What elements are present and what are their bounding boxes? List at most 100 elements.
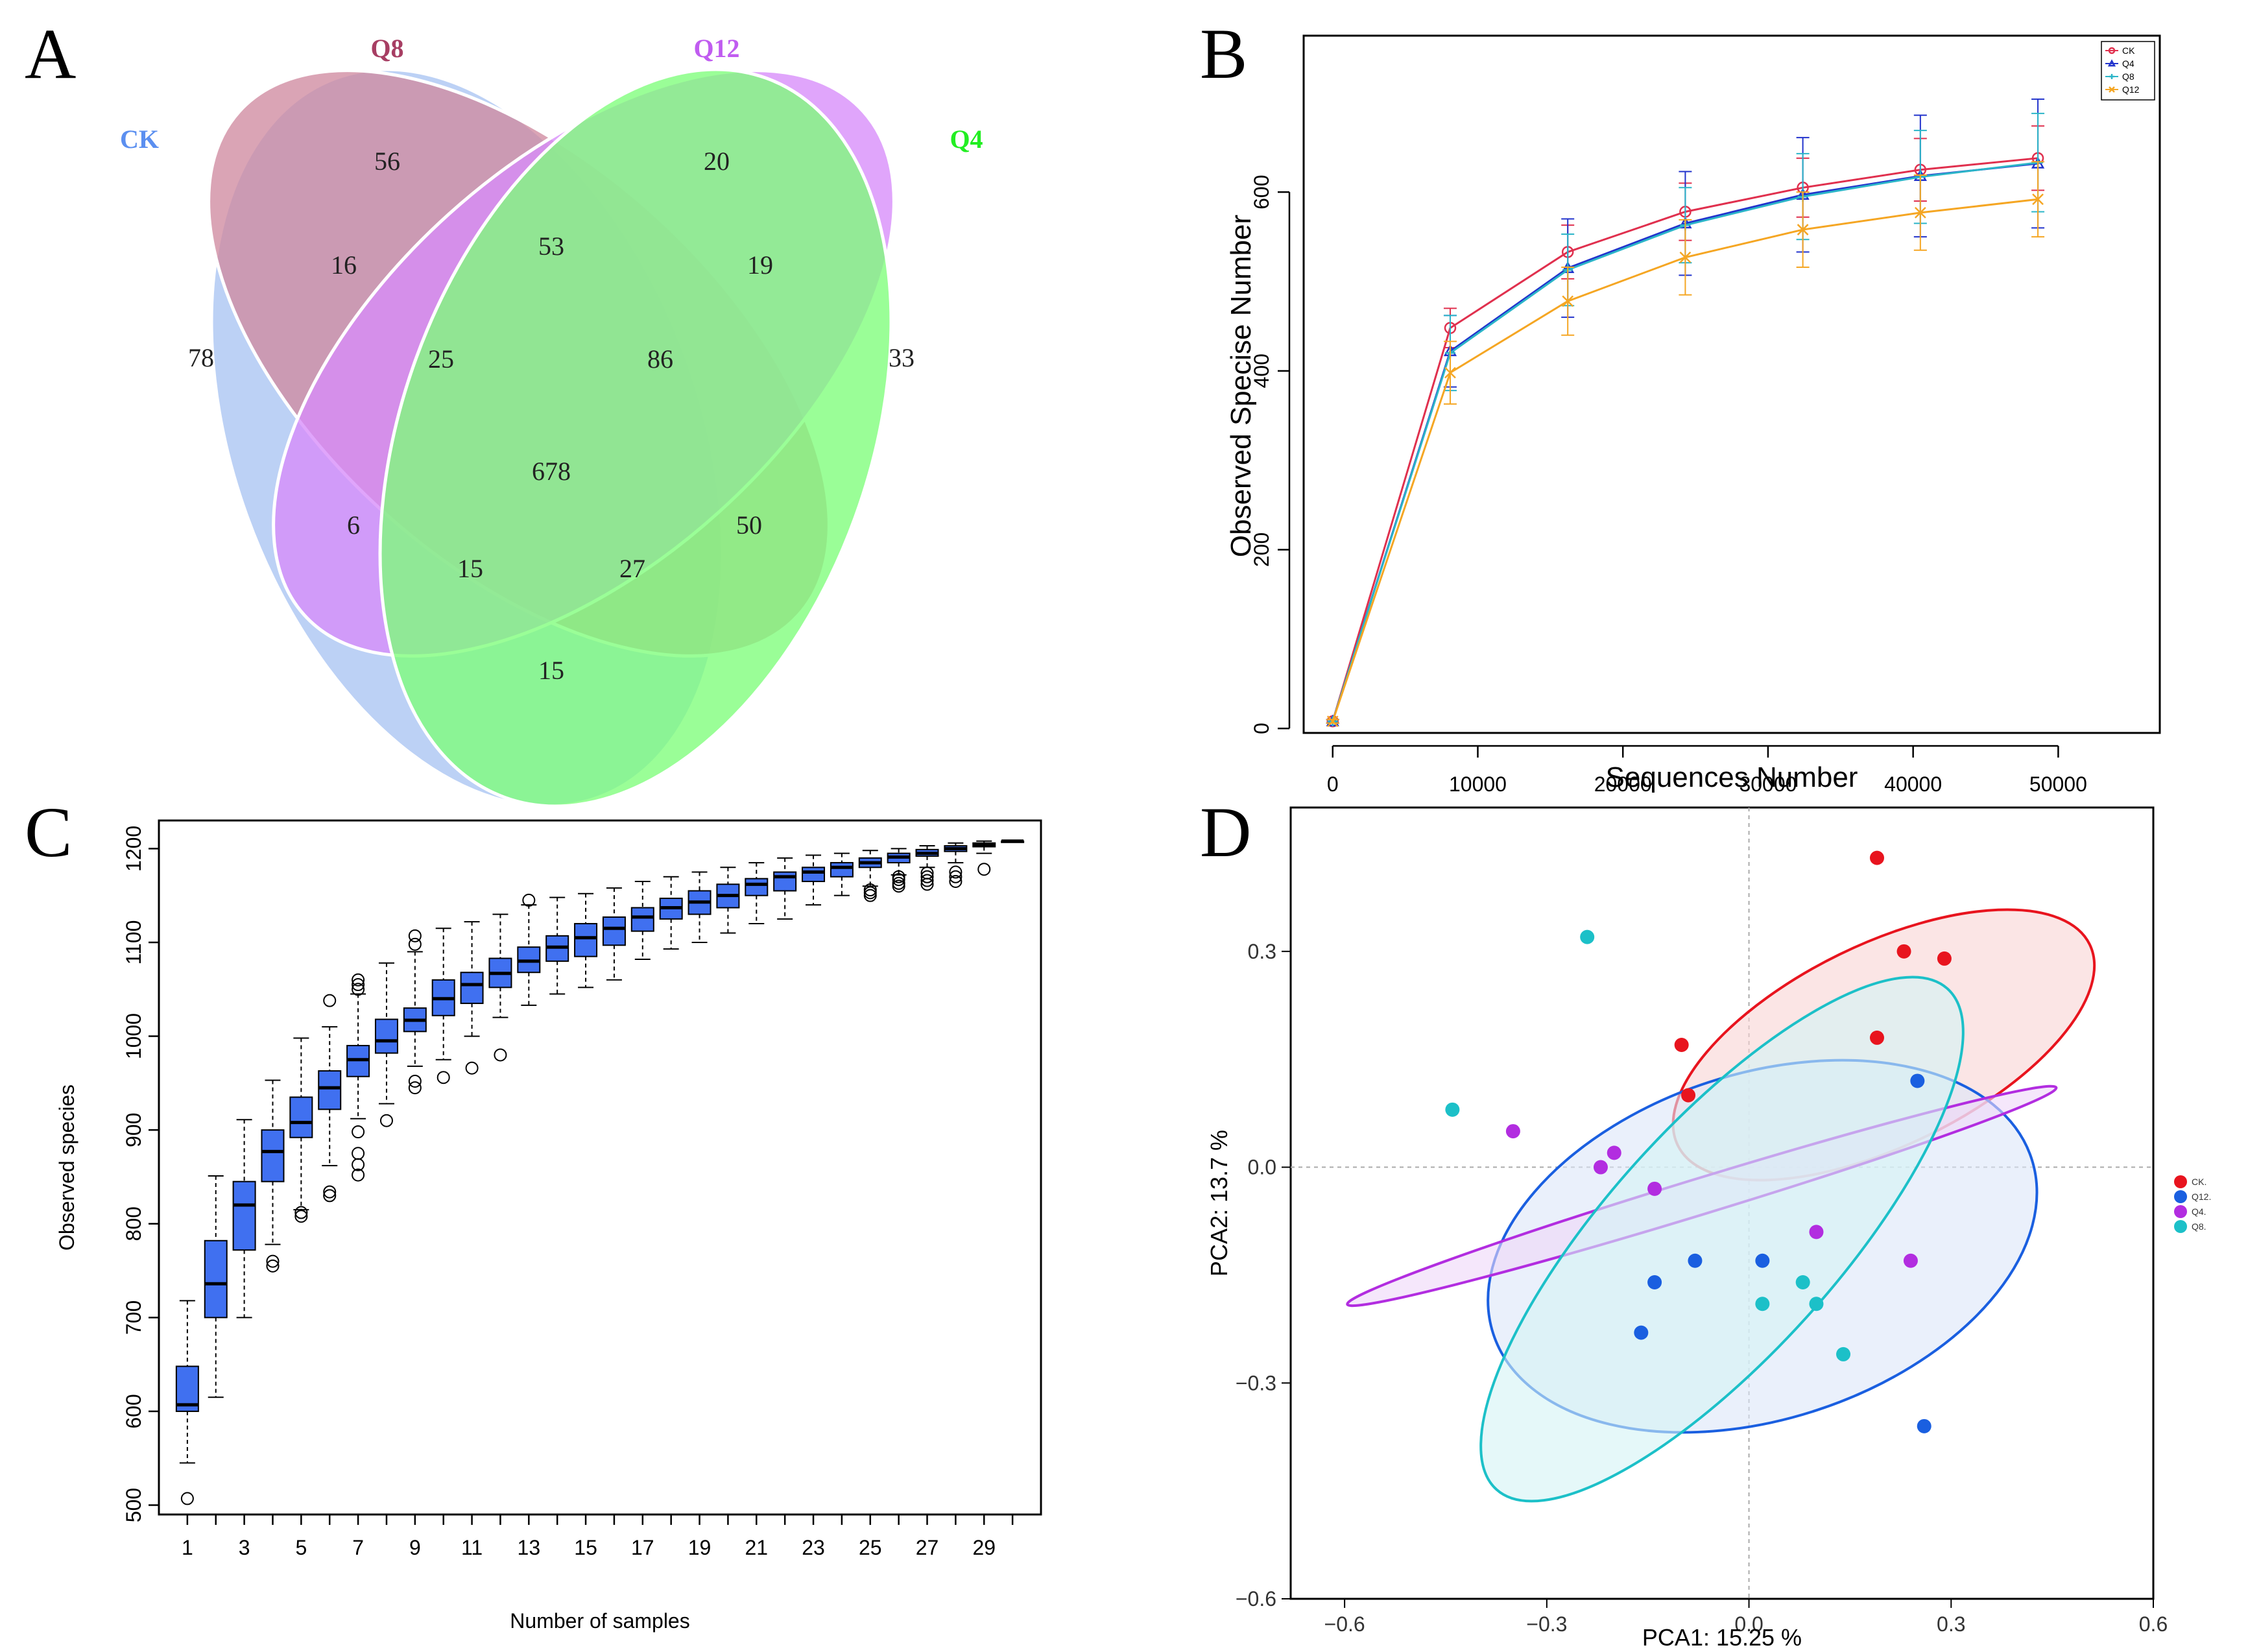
outlier-point bbox=[352, 1168, 365, 1182]
box bbox=[289, 1096, 313, 1138]
x-tick-label: 9 bbox=[409, 1536, 421, 1559]
outlier-point bbox=[408, 929, 422, 942]
data-point bbox=[1679, 251, 1692, 263]
x-tick-label: 25 bbox=[859, 1536, 882, 1559]
outlier-point bbox=[379, 1114, 393, 1127]
y-tick-label: −0.3 bbox=[1236, 1371, 1276, 1395]
x-tick-label: 5 bbox=[295, 1536, 307, 1559]
outlier-point bbox=[522, 893, 536, 907]
outlier-point bbox=[352, 983, 365, 996]
box-sample-6 bbox=[318, 994, 342, 1203]
point-q12 bbox=[1647, 1275, 1662, 1289]
box bbox=[630, 907, 654, 932]
x-tick-label: −0.3 bbox=[1526, 1612, 1567, 1636]
x-tick-label: 13 bbox=[518, 1536, 541, 1559]
point-q12 bbox=[1917, 1419, 1931, 1433]
outlier-point bbox=[352, 1125, 365, 1139]
box bbox=[261, 1129, 285, 1182]
y-tick-label: 900 bbox=[122, 1112, 145, 1147]
outlier-point bbox=[408, 1081, 422, 1095]
box-sample-11 bbox=[460, 921, 484, 1075]
box-sample-17 bbox=[630, 880, 654, 960]
outlier-point bbox=[949, 865, 963, 879]
legend-label-ck: CK bbox=[2122, 45, 2135, 56]
series-q12 bbox=[1326, 161, 2045, 727]
box-sample-2 bbox=[204, 1175, 228, 1398]
outlier-point bbox=[323, 994, 337, 1007]
box-sample-25 bbox=[858, 850, 882, 902]
x-tick-label: −0.6 bbox=[1324, 1612, 1365, 1636]
y-tick-label: 0.0 bbox=[1248, 1156, 1276, 1179]
point-ck bbox=[1674, 1038, 1689, 1052]
y-tick-label: 700 bbox=[122, 1300, 145, 1335]
data-point bbox=[2109, 74, 2114, 79]
y-axis-title: Observed species bbox=[55, 1084, 78, 1251]
venn-region-count-ck-q8-q4: 27 bbox=[619, 554, 645, 583]
plot-frame bbox=[158, 819, 1042, 1516]
point-q4 bbox=[1647, 1181, 1662, 1196]
x-tick-label: 17 bbox=[631, 1536, 654, 1559]
venn-region-count-ck-q12: 6 bbox=[347, 510, 360, 540]
venn-region-count-q4: 33 bbox=[889, 343, 915, 372]
outlier-point bbox=[892, 876, 905, 890]
venn-region-count-q8-q4: 50 bbox=[736, 510, 762, 540]
data-point bbox=[2109, 86, 2115, 93]
x-tick-label: 23 bbox=[802, 1536, 825, 1559]
x-tick-label: 19 bbox=[688, 1536, 711, 1559]
outlier-point bbox=[436, 1071, 450, 1084]
box bbox=[318, 1070, 342, 1110]
box bbox=[232, 1180, 256, 1251]
box bbox=[460, 972, 484, 1004]
box bbox=[204, 1239, 228, 1319]
data-point bbox=[2108, 47, 2116, 54]
point-ck bbox=[1896, 944, 1911, 959]
data-point bbox=[2107, 59, 2116, 67]
y-tick-label: 1100 bbox=[122, 920, 145, 965]
outlier-point bbox=[863, 883, 877, 896]
y-tick-label: 600 bbox=[122, 1394, 145, 1428]
box-sample-12 bbox=[488, 913, 512, 1062]
box-sample-18 bbox=[659, 876, 683, 950]
venn-region-count-ck-q4: 15 bbox=[538, 656, 564, 685]
box-sample-1 bbox=[175, 1300, 199, 1505]
point-q4 bbox=[1607, 1145, 1621, 1160]
point-ck bbox=[1869, 850, 1884, 865]
x-axis-title: Number of samples bbox=[510, 1609, 689, 1633]
point-q4 bbox=[1593, 1160, 1608, 1175]
data-point bbox=[1562, 295, 1574, 307]
data-point bbox=[1797, 224, 1809, 235]
legend-label-q8: Q8 bbox=[2122, 71, 2134, 82]
venn-diagram: CK Q8 Q12 Q4 56 20 78 33 16 53 19 25 86 6 678 50 15 27 15 bbox=[120, 34, 983, 808]
venn-set-label-ck: CK bbox=[120, 125, 159, 154]
point-q4 bbox=[1505, 1124, 1520, 1139]
x-tick-label: 0.6 bbox=[2139, 1612, 2168, 1636]
outlier-point bbox=[920, 866, 934, 880]
x-tick-label: 7 bbox=[352, 1536, 364, 1559]
data-point bbox=[1326, 715, 1339, 727]
venn-ellipse-q4 bbox=[378, 67, 893, 808]
legend-marker-ck bbox=[2174, 1175, 2187, 1188]
venn-set-label-q4: Q4 bbox=[950, 125, 983, 154]
legend-marker-q8 bbox=[2174, 1220, 2187, 1233]
point-q12 bbox=[1688, 1253, 1703, 1268]
box bbox=[802, 867, 826, 882]
point-ck bbox=[1681, 1088, 1696, 1103]
outlier-point bbox=[977, 863, 991, 876]
box-sample-14 bbox=[545, 896, 569, 995]
legend-label-q12: Q12 bbox=[2122, 84, 2140, 95]
x-tick-label: 3 bbox=[239, 1536, 250, 1559]
x-tick-label: 0.0 bbox=[1734, 1612, 1763, 1636]
box-sample-10 bbox=[431, 928, 455, 1084]
legend-marker-q4 bbox=[2174, 1205, 2187, 1218]
venn-region-count-q12: 20 bbox=[704, 147, 730, 176]
box-sample-21 bbox=[745, 862, 769, 925]
box-sample-5 bbox=[289, 1037, 313, 1223]
box-sample-9 bbox=[403, 929, 427, 1095]
box-sample-20 bbox=[716, 867, 740, 934]
x-tick-label: 40000 bbox=[1884, 772, 1942, 796]
legend-label-ck: CK. bbox=[2192, 1177, 2206, 1187]
venn-region-count-ck: 78 bbox=[188, 343, 214, 372]
outlier-point bbox=[352, 1147, 365, 1160]
